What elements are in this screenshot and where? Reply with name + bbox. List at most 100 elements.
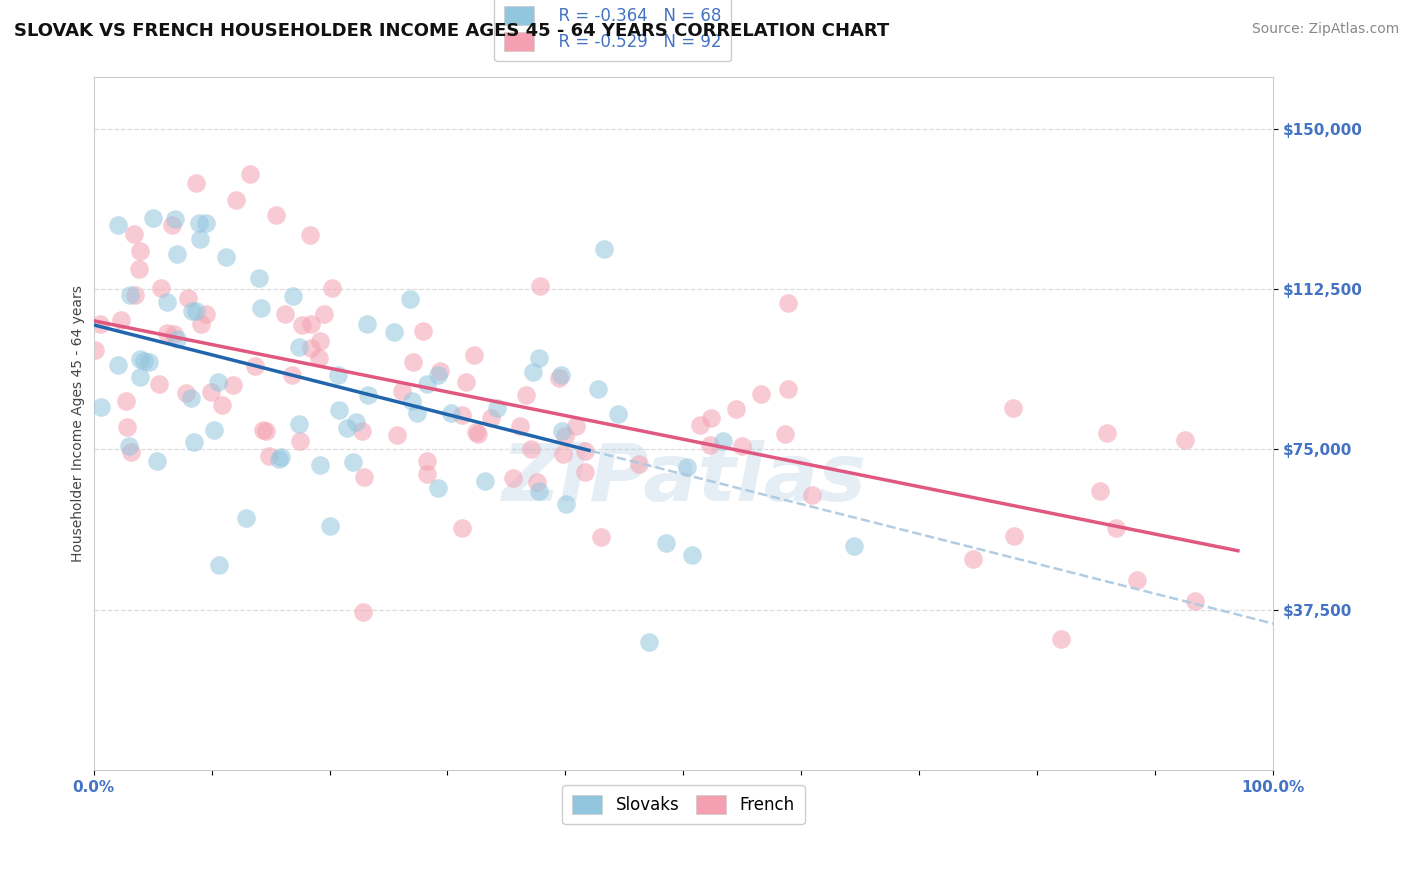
Point [160,218,183,232]
Point [547,371,569,385]
Point [526,475,548,490]
Point [1184,594,1206,608]
Point [115,420,138,434]
Point [174,385,197,400]
Point [211,398,233,412]
Point [270,450,292,464]
Point [778,296,800,310]
Point [129,244,152,259]
Point [90,400,112,414]
Point [186,304,208,318]
Point [689,417,711,432]
Point [555,497,578,511]
Point [146,454,169,468]
Point [166,247,188,261]
Point [399,292,422,306]
Point [655,536,678,550]
Y-axis label: Householder Income Ages 45 - 64 years: Householder Income Ages 45 - 64 years [72,285,86,562]
Point [676,459,699,474]
Point [474,474,496,488]
Point [451,408,474,422]
Point [699,438,721,452]
Point [638,634,661,648]
Point [456,375,478,389]
Point [1126,573,1149,587]
Point [256,425,278,439]
Point [385,427,408,442]
Point [274,307,297,321]
Point [124,288,146,302]
Point [281,368,304,382]
Point [290,434,312,448]
Point [527,483,550,498]
Point [204,423,226,437]
Point [427,481,450,495]
Point [142,211,165,226]
Point [467,427,489,442]
Point [749,387,772,401]
Point [699,410,721,425]
Point [574,465,596,479]
Text: ZIPatlas: ZIPatlas [501,440,866,518]
Point [308,334,330,348]
Point [416,377,439,392]
Point [163,327,186,342]
Point [342,455,364,469]
Point [479,411,502,425]
Point [356,318,378,332]
Text: Source: ZipAtlas.com: Source: ZipAtlas.com [1251,22,1399,37]
Point [250,301,273,315]
Point [215,250,238,264]
Point [522,366,544,380]
Point [328,403,350,417]
Point [520,442,543,456]
Point [606,407,628,421]
Point [264,209,287,223]
Point [336,421,359,435]
Point [149,281,172,295]
Point [281,289,304,303]
Point [110,313,132,327]
Point [627,457,650,471]
Point [267,452,290,467]
Point [184,177,207,191]
Point [574,443,596,458]
Point [842,540,865,554]
Point [724,401,747,416]
Point [681,548,703,562]
Point [591,530,613,544]
Point [288,417,311,431]
Point [318,519,340,533]
Point [252,423,274,437]
Point [564,419,586,434]
Point [962,552,984,566]
Point [89,317,111,331]
Point [550,368,572,382]
Point [314,306,336,320]
Point [731,439,754,453]
Point [207,375,229,389]
Point [235,510,257,524]
Point [426,368,449,382]
Point [416,467,439,482]
Point [1088,484,1111,499]
Point [1174,433,1197,447]
Point [308,458,330,472]
Point [502,471,524,485]
Point [247,271,270,285]
Point [290,318,312,332]
Point [1049,632,1071,647]
Point [148,376,170,391]
Point [132,354,155,368]
Point [165,212,187,227]
Point [800,488,823,502]
Point [122,227,145,241]
Point [352,605,374,619]
Point [166,332,188,346]
Point [225,193,247,207]
Point [115,394,138,409]
Point [180,303,202,318]
Point [180,391,202,405]
Point [1002,529,1025,543]
Point [288,340,311,354]
